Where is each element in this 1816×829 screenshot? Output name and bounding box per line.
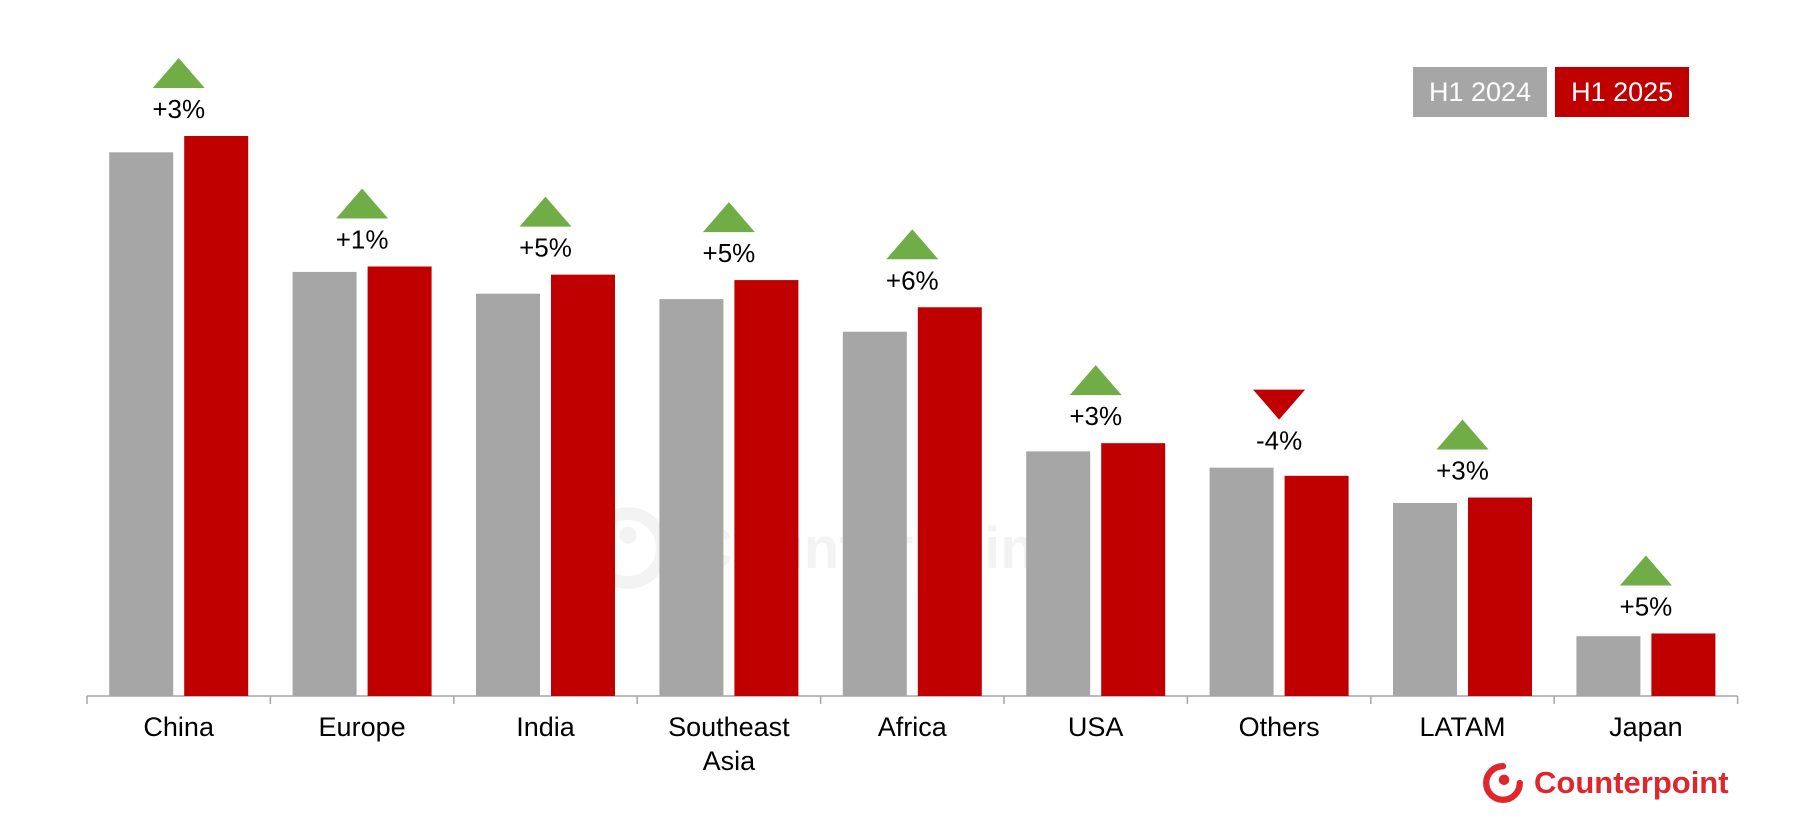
bar-h1-2025-europe xyxy=(367,266,432,696)
bar-h1-2025-others xyxy=(1284,475,1349,696)
x-tick-label-africa: Africa xyxy=(878,712,948,742)
up-arrow-icon xyxy=(1619,555,1672,586)
change-label-china: +3% xyxy=(152,94,205,124)
up-arrow-icon xyxy=(1069,365,1122,396)
up-arrow-icon xyxy=(886,229,939,260)
legend: H1 2024 H1 2025 xyxy=(1413,67,1690,117)
up-arrow-icon xyxy=(336,188,389,219)
change-label-latam: +3% xyxy=(1436,456,1489,486)
x-tick-label-southeast-asia: Southeast Asia xyxy=(668,712,790,776)
brand-logo: Counterpoint xyxy=(1482,762,1729,804)
bar-h1-2024-india xyxy=(476,293,540,696)
change-label-india: +5% xyxy=(519,233,572,263)
down-arrow-icon xyxy=(1253,389,1306,420)
legend-item-h1-2025: H1 2025 xyxy=(1555,67,1690,117)
change-label-usa: +3% xyxy=(1069,401,1122,431)
bar-h1-2025-india xyxy=(551,274,615,696)
x-tick-label-india: India xyxy=(516,712,576,742)
bar-h1-2024-southeast-asia xyxy=(659,299,724,696)
change-label-others: -4% xyxy=(1256,426,1302,456)
bar-h1-2024-others xyxy=(1209,467,1274,696)
counterpoint-logo-icon xyxy=(1483,763,1523,803)
change-label-africa: +6% xyxy=(886,265,939,295)
bar-h1-2024-europe xyxy=(292,271,357,696)
bar-h1-2024-latam xyxy=(1393,502,1457,696)
brand-name: Counterpoint xyxy=(1534,765,1729,800)
bar-h1-2024-africa xyxy=(842,331,907,696)
up-arrow-icon xyxy=(702,202,755,233)
legend-item-h1-2024: H1 2024 xyxy=(1413,67,1548,117)
change-label-europe: +1% xyxy=(336,224,389,254)
x-tick-label-others: Others xyxy=(1239,712,1320,742)
bar-h1-2024-japan xyxy=(1576,636,1641,696)
bar-h1-2024-china xyxy=(109,152,174,697)
bar-h1-2025-japan xyxy=(1651,633,1716,696)
x-tick-label-china: China xyxy=(143,712,215,742)
bar-h1-2025-china xyxy=(184,136,249,696)
x-tick-label-usa: USA xyxy=(1068,712,1124,742)
bar-h1-2025-southeast-asia xyxy=(734,280,799,696)
x-tick-label-japan: Japan xyxy=(1609,712,1683,742)
bar-h1-2025-africa xyxy=(917,307,982,696)
up-arrow-icon xyxy=(152,58,205,88)
up-arrow-icon xyxy=(519,196,572,227)
x-tick-label-latam: LATAM xyxy=(1419,712,1505,742)
bar-h1-2025-usa xyxy=(1101,443,1166,696)
up-arrow-icon xyxy=(1436,419,1489,450)
change-label-southeast-asia: +5% xyxy=(703,238,756,268)
x-tick-label-europe: Europe xyxy=(319,712,406,742)
bar-h1-2024-usa xyxy=(1026,451,1091,696)
bar-h1-2025-latam xyxy=(1468,497,1532,696)
change-label-japan: +5% xyxy=(1620,591,1673,621)
